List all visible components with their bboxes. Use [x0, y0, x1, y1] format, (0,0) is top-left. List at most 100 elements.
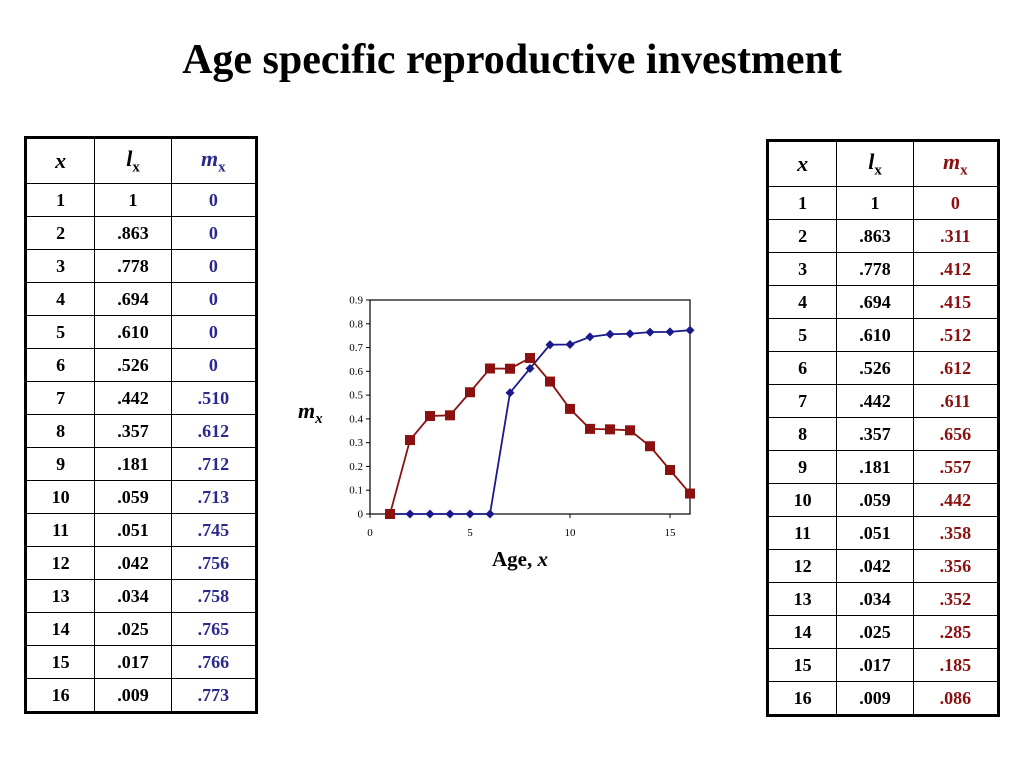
cell-mx: 0: [170, 183, 258, 217]
data-point-square: [685, 488, 695, 499]
cell-lx: .863: [94, 216, 172, 250]
table-row: 14.025.765: [24, 612, 258, 646]
cell-x: 16: [766, 681, 838, 716]
header-mx: mx: [912, 140, 1000, 187]
table-row: 15.017.185: [766, 648, 1000, 682]
cell-lx: .042: [836, 549, 914, 583]
cell-x: 13: [766, 582, 838, 616]
cell-x: 15: [766, 648, 838, 682]
cell-mx: .612: [170, 414, 258, 448]
x-tick-label: 10: [565, 527, 577, 539]
cell-lx: .610: [94, 315, 172, 349]
cell-mx: .285: [912, 615, 1000, 649]
cell-lx: .694: [836, 285, 914, 319]
cell-lx: .181: [94, 447, 172, 481]
cell-lx: 1: [94, 183, 172, 217]
cell-x: 3: [24, 249, 96, 283]
y-axis-label-sub: x: [314, 411, 323, 427]
table-row: 13.034.352: [766, 582, 1000, 616]
y-axis-label-text: m: [298, 398, 315, 423]
data-point-square: [385, 509, 395, 519]
table-row: 7.442.510: [24, 381, 258, 415]
table-row: 13.034.758: [24, 579, 258, 613]
y-tick-label: 0: [358, 509, 364, 521]
cell-mx: .756: [170, 546, 258, 580]
cell-lx: .526: [94, 348, 172, 382]
data-point-square: [465, 387, 475, 398]
cell-x: 16: [24, 678, 96, 713]
cell-x: 9: [24, 447, 96, 481]
cell-x: 11: [24, 513, 96, 547]
cell-lx: .059: [836, 483, 914, 517]
cell-mx: .352: [912, 582, 1000, 616]
cell-x: 5: [24, 315, 96, 349]
x-axis-label-var: x: [537, 547, 549, 571]
cell-lx: .017: [836, 648, 914, 682]
cell-x: 4: [766, 285, 838, 319]
table-row: 9.181.712: [24, 447, 258, 481]
cell-mx: .766: [170, 645, 258, 679]
y-tick-label: 0.4: [349, 413, 363, 425]
cell-mx: .358: [912, 516, 1000, 550]
data-point-diamond: [505, 388, 515, 398]
cell-lx: .042: [94, 546, 172, 580]
table-row: 6.526.612: [766, 351, 1000, 385]
cell-x: 3: [766, 252, 838, 286]
data-point-diamond: [445, 509, 455, 519]
cell-mx: .086: [912, 681, 1000, 716]
header-lx: lx: [94, 137, 172, 184]
y-tick-label: 0.7: [349, 342, 363, 354]
data-point-square: [445, 410, 455, 421]
cell-lx: 1: [836, 186, 914, 220]
y-tick-label: 0.9: [349, 295, 363, 307]
cell-mx: .773: [170, 678, 258, 713]
series-line-1: [390, 329, 691, 515]
cell-mx: 0: [170, 315, 258, 349]
table-body: 1 1 0 2.863.311 3.778.412 4.694.415 5.610.512 6…: [766, 186, 1000, 716]
table-row: 6.526 0: [24, 348, 258, 382]
cell-lx: .009: [94, 678, 172, 713]
data-point-diamond: [485, 509, 495, 519]
data-point-square: [605, 424, 615, 435]
x-axis-label: Age, x: [492, 547, 548, 571]
data-point-diamond: [585, 332, 595, 342]
cell-mx: .611: [912, 384, 1000, 418]
data-point-square: [425, 411, 435, 422]
cell-lx: .051: [836, 516, 914, 550]
y-tick-label: 0.2: [349, 461, 363, 473]
table-header-row: x lx mx: [24, 137, 258, 184]
table-row: 9.181.557: [766, 450, 1000, 484]
cell-mx: .510: [170, 381, 258, 415]
data-point-square: [565, 403, 575, 414]
table-row: 2.863.311: [766, 219, 1000, 253]
cell-mx: .745: [170, 513, 258, 547]
data-point-square: [485, 363, 495, 374]
cell-lx: .863: [836, 219, 914, 253]
cell-mx: .656: [912, 417, 1000, 451]
cell-lx: .778: [836, 252, 914, 286]
cell-mx: .557: [912, 450, 1000, 484]
cell-mx: 0: [170, 282, 258, 316]
table-row: 2.863 0: [24, 216, 258, 250]
table-row: 10.059.442: [766, 483, 1000, 517]
data-point-diamond: [545, 340, 555, 350]
cell-mx: 0: [170, 216, 258, 250]
mx-line-chart: 0 0.1 0.2 0.3 0.4 0.5 0.6 0.7 0.8 0.9 0 5 10 15 Age, x…: [298, 295, 695, 571]
table-row: 3.778 0: [24, 249, 258, 283]
cell-mx: .311: [912, 219, 1000, 253]
y-tick-label: 0.1: [349, 485, 363, 497]
data-point-diamond: [525, 363, 535, 373]
cell-lx: .442: [836, 384, 914, 418]
header-mx: mx: [170, 137, 258, 184]
table-row: 4.694.415: [766, 285, 1000, 319]
data-point-diamond: [645, 327, 655, 337]
data-point-diamond: [465, 509, 475, 519]
table-row: 5.610.512: [766, 318, 1000, 352]
table-row: 16.009.773: [24, 678, 258, 713]
table-row: 4.694 0: [24, 282, 258, 316]
cell-x: 15: [24, 645, 96, 679]
data-point-diamond: [405, 509, 415, 519]
data-point-square: [645, 441, 655, 452]
cell-lx: .778: [94, 249, 172, 283]
table-row: 16.009.086: [766, 681, 1000, 716]
